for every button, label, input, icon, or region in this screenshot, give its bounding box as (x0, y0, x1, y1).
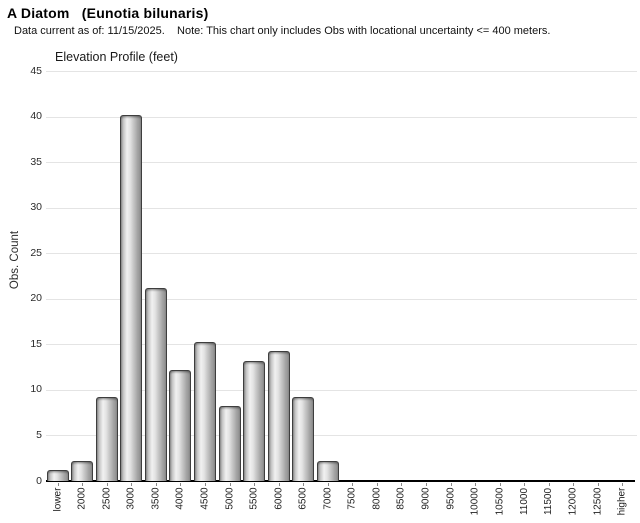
bar-4000[interactable] (169, 369, 192, 481)
bar-4500[interactable] (194, 342, 216, 481)
x-axis-tick (278, 483, 280, 486)
bar-6000[interactable] (267, 351, 290, 481)
chart-title: Elevation Profile (feet) (55, 50, 178, 64)
y-gridline-20 (46, 298, 637, 300)
y-axis-tick-label-20: 20 (30, 292, 42, 305)
y-axis-tick-label-0: 0 (36, 474, 42, 487)
x-axis-tick-label-10000: 10000 (469, 487, 481, 516)
y-axis-tick-label-10: 10 (30, 383, 42, 396)
x-axis-tick (475, 483, 477, 486)
y-axis-tick-label-30: 30 (30, 201, 42, 214)
x-axis-tick-label-7500: 7500 (346, 487, 358, 510)
bar-5500[interactable] (243, 360, 266, 481)
x-axis-tick-label-lower: lower (52, 487, 64, 512)
x-axis-tick (327, 483, 329, 486)
x-axis-tick-label-12500: 12500 (592, 487, 604, 516)
y-gridline-35 (46, 162, 637, 164)
x-axis-tick-label-9000: 9000 (420, 487, 432, 510)
bar-3500[interactable] (144, 287, 167, 481)
x-axis-tick-label-11500: 11500 (543, 487, 555, 515)
data-currency-note: Data current as of: 11/15/2025. Note: Th… (14, 25, 551, 37)
bar-7000[interactable] (316, 460, 339, 481)
y-gridline-45 (46, 71, 637, 72)
x-axis-tick (499, 483, 501, 486)
x-axis-tick (450, 483, 452, 486)
x-axis-tick (573, 483, 575, 486)
x-axis-line (46, 480, 635, 482)
x-axis-tick-label-5500: 5500 (248, 487, 260, 510)
y-axis-title: Obs. Count (9, 230, 22, 290)
x-axis-tick-label-10500: 10500 (494, 487, 505, 516)
bar-lower[interactable] (46, 469, 69, 481)
x-axis-tick (131, 483, 133, 486)
y-gridline-25 (46, 253, 637, 255)
x-axis-tick (622, 483, 624, 486)
x-axis-tick-label-9500: 9500 (445, 487, 457, 510)
x-axis-tick (57, 483, 59, 486)
bar-2500[interactable] (95, 397, 118, 481)
x-axis-tick-label-8000: 8000 (371, 487, 383, 510)
x-axis-tick (180, 483, 182, 486)
bar-3000[interactable] (120, 114, 143, 481)
x-axis-tick (205, 483, 206, 486)
bar-5000[interactable] (218, 406, 241, 481)
page-title: A Diatom (Eunotia bilunaris) (7, 5, 209, 21)
x-axis-tick (425, 483, 427, 486)
x-axis-tick-label-5000: 5000 (224, 487, 236, 510)
x-axis-tick (82, 483, 84, 486)
y-axis-tick-label-15: 15 (30, 337, 42, 350)
x-axis-tick (548, 483, 550, 486)
x-axis-tick (352, 483, 354, 486)
x-axis-tick-label-12000: 12000 (567, 487, 579, 516)
x-axis-tick-label-11000: 11000 (518, 487, 530, 515)
x-axis-tick-label-3000: 3000 (126, 487, 138, 510)
y-axis-tick-label-45: 45 (30, 64, 42, 77)
x-axis-tick (597, 483, 599, 486)
x-axis-tick (229, 483, 231, 486)
x-axis-tick (155, 483, 157, 486)
x-axis-tick-label-higher: higher (616, 487, 628, 516)
y-axis-tick-label-5: 5 (36, 428, 42, 441)
x-axis-tick-label-7000: 7000 (322, 487, 334, 510)
x-axis-tick-label-4000: 4000 (175, 487, 187, 510)
x-axis-tick (254, 483, 256, 486)
x-axis-tick-label-6500: 6500 (297, 487, 309, 510)
x-axis-tick-label-2000: 2000 (76, 487, 88, 510)
y-axis-tick-label-25: 25 (30, 246, 42, 259)
y-gridline-15 (46, 344, 637, 346)
x-axis-tick-label-4500: 4500 (199, 487, 211, 510)
y-gridline-10 (46, 389, 637, 391)
y-gridline-40 (46, 116, 637, 118)
x-axis-tick-label-2500: 2500 (101, 487, 113, 510)
bar-6500[interactable] (292, 397, 315, 481)
y-gridline-5 (46, 435, 637, 437)
x-axis-tick (524, 483, 526, 486)
y-axis-tick-label-35: 35 (30, 155, 42, 168)
y-gridline-30 (46, 207, 637, 209)
x-axis-tick (401, 483, 403, 486)
x-axis-tick (376, 483, 378, 486)
x-axis-tick (106, 483, 108, 486)
x-axis-tick-label-8500: 8500 (396, 487, 408, 510)
x-axis-tick (303, 483, 305, 486)
x-axis-tick-label-3500: 3500 (150, 487, 162, 510)
bar-2000[interactable] (71, 460, 94, 481)
x-axis-tick-label-6000: 6000 (273, 487, 285, 510)
y-axis-tick-label-40: 40 (30, 110, 42, 123)
